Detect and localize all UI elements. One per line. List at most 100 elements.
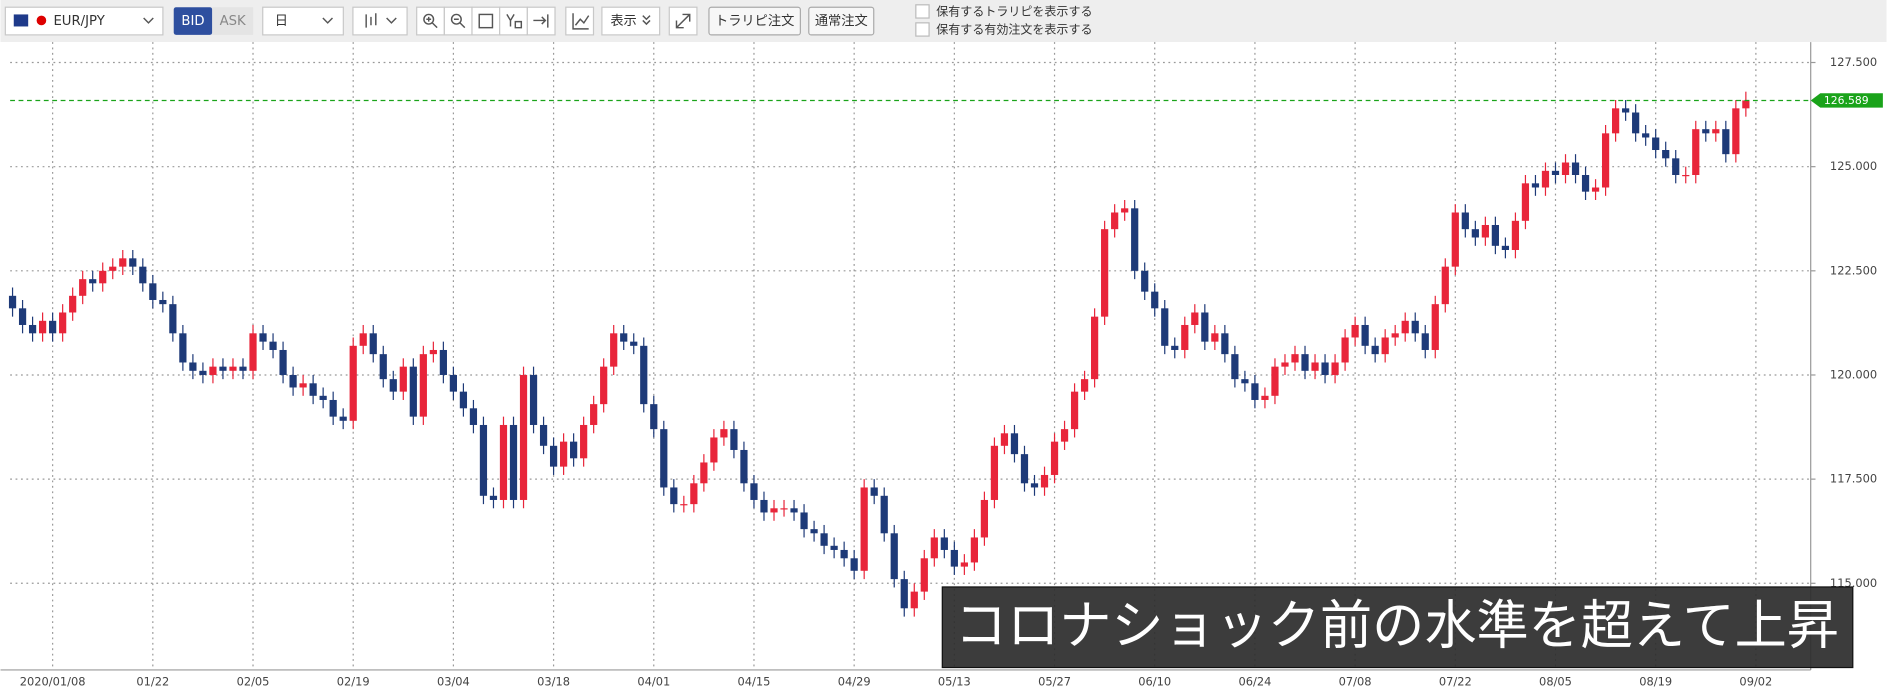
candle-body — [1251, 383, 1259, 400]
candle-body — [1301, 354, 1309, 371]
candle-body — [1321, 362, 1329, 375]
checkbox-orders[interactable]: 保有する有効注文を表示する — [915, 22, 1093, 37]
normal-order-button[interactable]: 通常注文 — [808, 6, 875, 36]
candle-body — [950, 549, 958, 567]
ask-button[interactable]: ASK — [212, 7, 254, 35]
candle-body — [299, 383, 307, 388]
x-tick-label: 01/22 — [136, 674, 169, 688]
candle-body — [900, 579, 908, 609]
x-tick-label: 04/15 — [738, 674, 771, 688]
candle-body — [1020, 454, 1029, 484]
y-tick-label: 122.500 — [1830, 263, 1877, 277]
candle-body — [1712, 129, 1720, 134]
candle-body — [1101, 229, 1109, 317]
candle-body — [1521, 183, 1530, 221]
symbol-select[interactable]: EUR/JPY — [4, 6, 164, 36]
candle-body — [1030, 483, 1039, 488]
candle-body — [239, 366, 247, 371]
candle-body — [960, 562, 968, 567]
candle-body — [1261, 395, 1269, 400]
candle-body — [279, 349, 287, 375]
candle-body — [1060, 429, 1069, 442]
trarip-order-button[interactable]: トラリピ注文 — [708, 6, 801, 36]
candle-body — [1231, 354, 1239, 380]
bid-button[interactable]: BID — [173, 7, 213, 35]
candle-body — [79, 279, 87, 296]
candle-body — [1171, 345, 1179, 350]
candle-body — [670, 487, 678, 505]
candle-body — [319, 395, 327, 400]
candle-body — [870, 487, 878, 496]
candle-body — [990, 445, 999, 500]
candle-body — [740, 449, 748, 484]
candle-body — [119, 258, 127, 267]
candle-body — [1591, 187, 1600, 192]
zoom-tools[interactable] — [416, 6, 556, 36]
candle-body — [930, 537, 938, 559]
candle-body — [590, 404, 598, 425]
candle-body — [1601, 133, 1610, 188]
display-menu[interactable]: 表示 — [601, 6, 661, 36]
period-select[interactable]: 日 — [262, 6, 344, 36]
candle-body — [1531, 183, 1540, 188]
candle-body — [49, 320, 57, 334]
y-tick-label: 127.500 — [1830, 55, 1877, 69]
candle-body — [529, 374, 538, 425]
candle-body — [1161, 308, 1169, 346]
candle-body — [890, 533, 898, 580]
candle-body — [880, 495, 888, 534]
candle-body — [149, 283, 157, 300]
candle-body — [89, 279, 97, 284]
candle-body — [790, 508, 798, 513]
candle-body — [630, 341, 638, 346]
candle-body — [1050, 441, 1059, 475]
annotation-text: コロナショック前の水準を超えて上昇 — [955, 596, 1839, 657]
candle-body — [1692, 129, 1700, 175]
candle-body — [1241, 379, 1249, 384]
candle-body — [1381, 337, 1389, 355]
candle-body — [419, 354, 427, 417]
candle-body — [1211, 333, 1219, 342]
candle-body — [499, 424, 508, 500]
candle-body — [1191, 312, 1199, 325]
candle-body — [539, 424, 548, 446]
indicator-button[interactable] — [565, 6, 595, 36]
candle-body — [570, 441, 578, 459]
candle-body — [800, 512, 808, 530]
fullscreen-button[interactable] — [668, 6, 698, 36]
candle-body — [169, 304, 177, 334]
x-tick-label: 02/05 — [237, 674, 270, 688]
checkbox-trarip[interactable]: 保有するトラリピを表示する — [915, 4, 1093, 19]
candle-body — [249, 333, 257, 371]
candle-body — [780, 508, 788, 510]
candle-body — [8, 295, 17, 309]
candle-body — [269, 341, 277, 350]
candle-body — [640, 345, 648, 405]
candle-body — [549, 445, 558, 467]
candle-body — [109, 266, 117, 271]
candle-body — [559, 441, 568, 467]
candle-body — [610, 333, 618, 367]
x-tick-label: 04/01 — [637, 674, 670, 688]
candle-body — [1732, 108, 1740, 155]
candle-body — [1541, 170, 1550, 188]
candle-body — [329, 399, 337, 417]
chart-type-select[interactable] — [352, 6, 408, 36]
candle-body — [660, 429, 668, 488]
candle-body — [129, 258, 137, 267]
candle-body — [1080, 379, 1089, 392]
x-tick-label: 02/19 — [337, 674, 370, 688]
symbol-label: EUR/JPY — [53, 14, 105, 29]
candle-body — [850, 558, 858, 571]
candle-body — [1461, 212, 1469, 230]
candle-body — [920, 558, 928, 592]
candle-body — [1672, 158, 1680, 175]
candle-body — [489, 495, 498, 500]
candle-body — [18, 308, 27, 325]
candles — [8, 91, 1811, 617]
x-tick-label: 07/08 — [1339, 674, 1372, 688]
annotation: コロナショック前の水準を超えて上昇 — [941, 586, 1854, 669]
candle-body — [509, 424, 518, 500]
candle-body — [1131, 208, 1139, 271]
x-tick-label: 03/18 — [537, 674, 570, 688]
